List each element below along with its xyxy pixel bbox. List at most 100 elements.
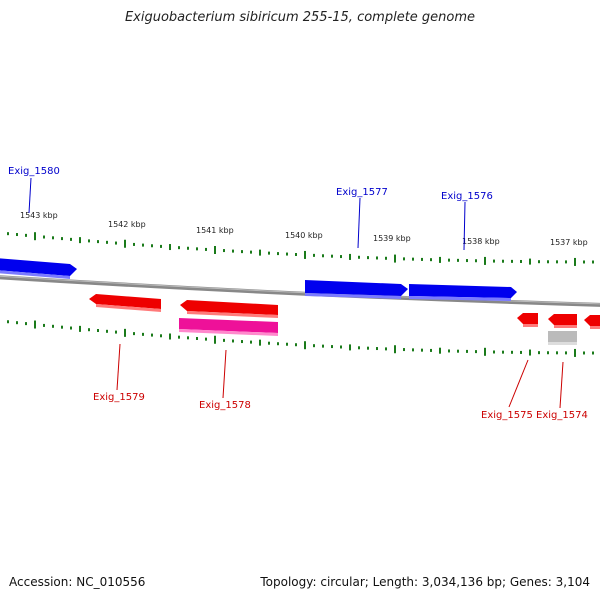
lower-tick xyxy=(538,351,540,355)
lower-tick xyxy=(232,339,234,343)
gene-exig-1575[interactable] xyxy=(517,313,538,327)
upper-tick xyxy=(142,243,144,247)
scale-label-1540: 1540 kbp xyxy=(285,231,323,240)
label-exig-1579[interactable]: Exig_1579 xyxy=(93,392,145,403)
lower-tick xyxy=(385,347,387,351)
lower-tick xyxy=(421,348,423,352)
scale-label-1537: 1537 kbp xyxy=(550,238,588,247)
lower-tick xyxy=(376,347,378,351)
lower-tick xyxy=(412,348,414,352)
lower-tick xyxy=(547,351,549,355)
upper-tick-track xyxy=(7,232,594,266)
lower-tick xyxy=(484,347,486,356)
upper-tick xyxy=(493,259,495,263)
upper-tick xyxy=(313,253,315,257)
upper-tick xyxy=(466,259,468,263)
genome-backbone xyxy=(0,275,600,307)
label-exig-1575[interactable]: Exig_1575 xyxy=(481,410,533,421)
lower-tick xyxy=(583,351,585,355)
label-exig-1576[interactable]: Exig_1576 xyxy=(441,191,493,202)
lower-tick xyxy=(268,341,270,345)
upper-tick xyxy=(16,233,18,237)
upper-tick xyxy=(340,255,342,259)
upper-tick xyxy=(394,254,396,263)
lower-tick xyxy=(178,335,180,339)
gene-exig-1580[interactable] xyxy=(0,258,77,279)
upper-tick xyxy=(412,257,414,261)
upper-tick xyxy=(43,235,45,239)
lower-tick xyxy=(277,342,279,346)
lower-tick xyxy=(250,340,252,344)
upper-tick xyxy=(241,250,243,254)
lower-tick xyxy=(349,344,351,351)
label-exig-1578[interactable]: Exig_1578 xyxy=(199,400,251,411)
lower-tick xyxy=(196,336,198,340)
upper-tick xyxy=(484,256,486,265)
upper-tick xyxy=(448,258,450,262)
lower-tick xyxy=(439,347,441,354)
lower-tick xyxy=(466,349,468,353)
lower-tick xyxy=(43,323,45,327)
upper-tick xyxy=(223,249,225,253)
upper-tick xyxy=(583,260,585,264)
gene-exig-1577[interactable] xyxy=(305,280,408,299)
scale-label-1543: 1543 kbp xyxy=(20,211,58,220)
lower-tick xyxy=(475,350,477,354)
topology-summary: Topology: circular; Length: 3,034,136 bp… xyxy=(260,575,590,589)
lower-tick xyxy=(205,337,207,341)
lower-tick xyxy=(295,343,297,347)
gene-exig-1574[interactable] xyxy=(548,314,577,328)
lower-tick xyxy=(502,350,504,354)
lower-tick xyxy=(214,335,216,344)
lower-tick xyxy=(169,333,171,340)
lower-tick xyxy=(106,329,108,333)
upper-tick xyxy=(34,232,36,241)
gene-exig-1574-rna[interactable] xyxy=(548,331,577,345)
lower-tick xyxy=(61,325,63,329)
lower-tick xyxy=(565,351,567,355)
upper-tick xyxy=(538,260,540,264)
upper-tick xyxy=(88,239,90,243)
label-exig-1577[interactable]: Exig_1577 xyxy=(336,187,388,198)
lower-tick xyxy=(457,349,459,353)
lower-tick xyxy=(52,324,54,328)
upper-tick xyxy=(547,260,549,264)
lower-tick xyxy=(133,332,135,336)
gene-exig-1578-alt[interactable] xyxy=(179,318,278,336)
lower-tick xyxy=(367,346,369,350)
gene-exig-1579[interactable] xyxy=(89,294,161,312)
label-exig-1574[interactable]: Exig_1574 xyxy=(536,410,588,421)
label-exig-1580[interactable]: Exig_1580 xyxy=(8,166,60,177)
gene-exig-1576[interactable] xyxy=(409,284,517,301)
lower-tick xyxy=(241,340,243,344)
upper-tick xyxy=(304,250,306,259)
lower-tick xyxy=(286,342,288,346)
upper-tick xyxy=(574,257,576,266)
upper-tick xyxy=(124,239,126,248)
scale-label-1539: 1539 kbp xyxy=(373,234,411,243)
lower-tick xyxy=(340,345,342,349)
upper-tick xyxy=(358,255,360,259)
upper-tick xyxy=(556,260,558,264)
lower-tick xyxy=(88,328,90,332)
upper-tick xyxy=(529,258,531,265)
upper-tick xyxy=(169,244,171,251)
upper-tick xyxy=(106,240,108,244)
upper-tick xyxy=(133,242,135,246)
gene-exig-1578[interactable] xyxy=(180,300,278,318)
gene-edge-right[interactable] xyxy=(584,315,600,329)
upper-tick xyxy=(160,244,162,248)
upper-tick xyxy=(268,251,270,255)
upper-tick xyxy=(286,252,288,256)
lower-tick xyxy=(115,330,117,334)
lower-tick xyxy=(7,320,9,324)
lower-tick xyxy=(97,329,99,333)
upper-tick xyxy=(151,244,153,248)
upper-tick xyxy=(430,258,432,262)
upper-tick xyxy=(403,257,405,261)
upper-tick xyxy=(25,233,27,237)
upper-tick xyxy=(79,237,81,244)
scale-label-1538: 1538 kbp xyxy=(462,237,500,246)
upper-tick xyxy=(277,252,279,256)
